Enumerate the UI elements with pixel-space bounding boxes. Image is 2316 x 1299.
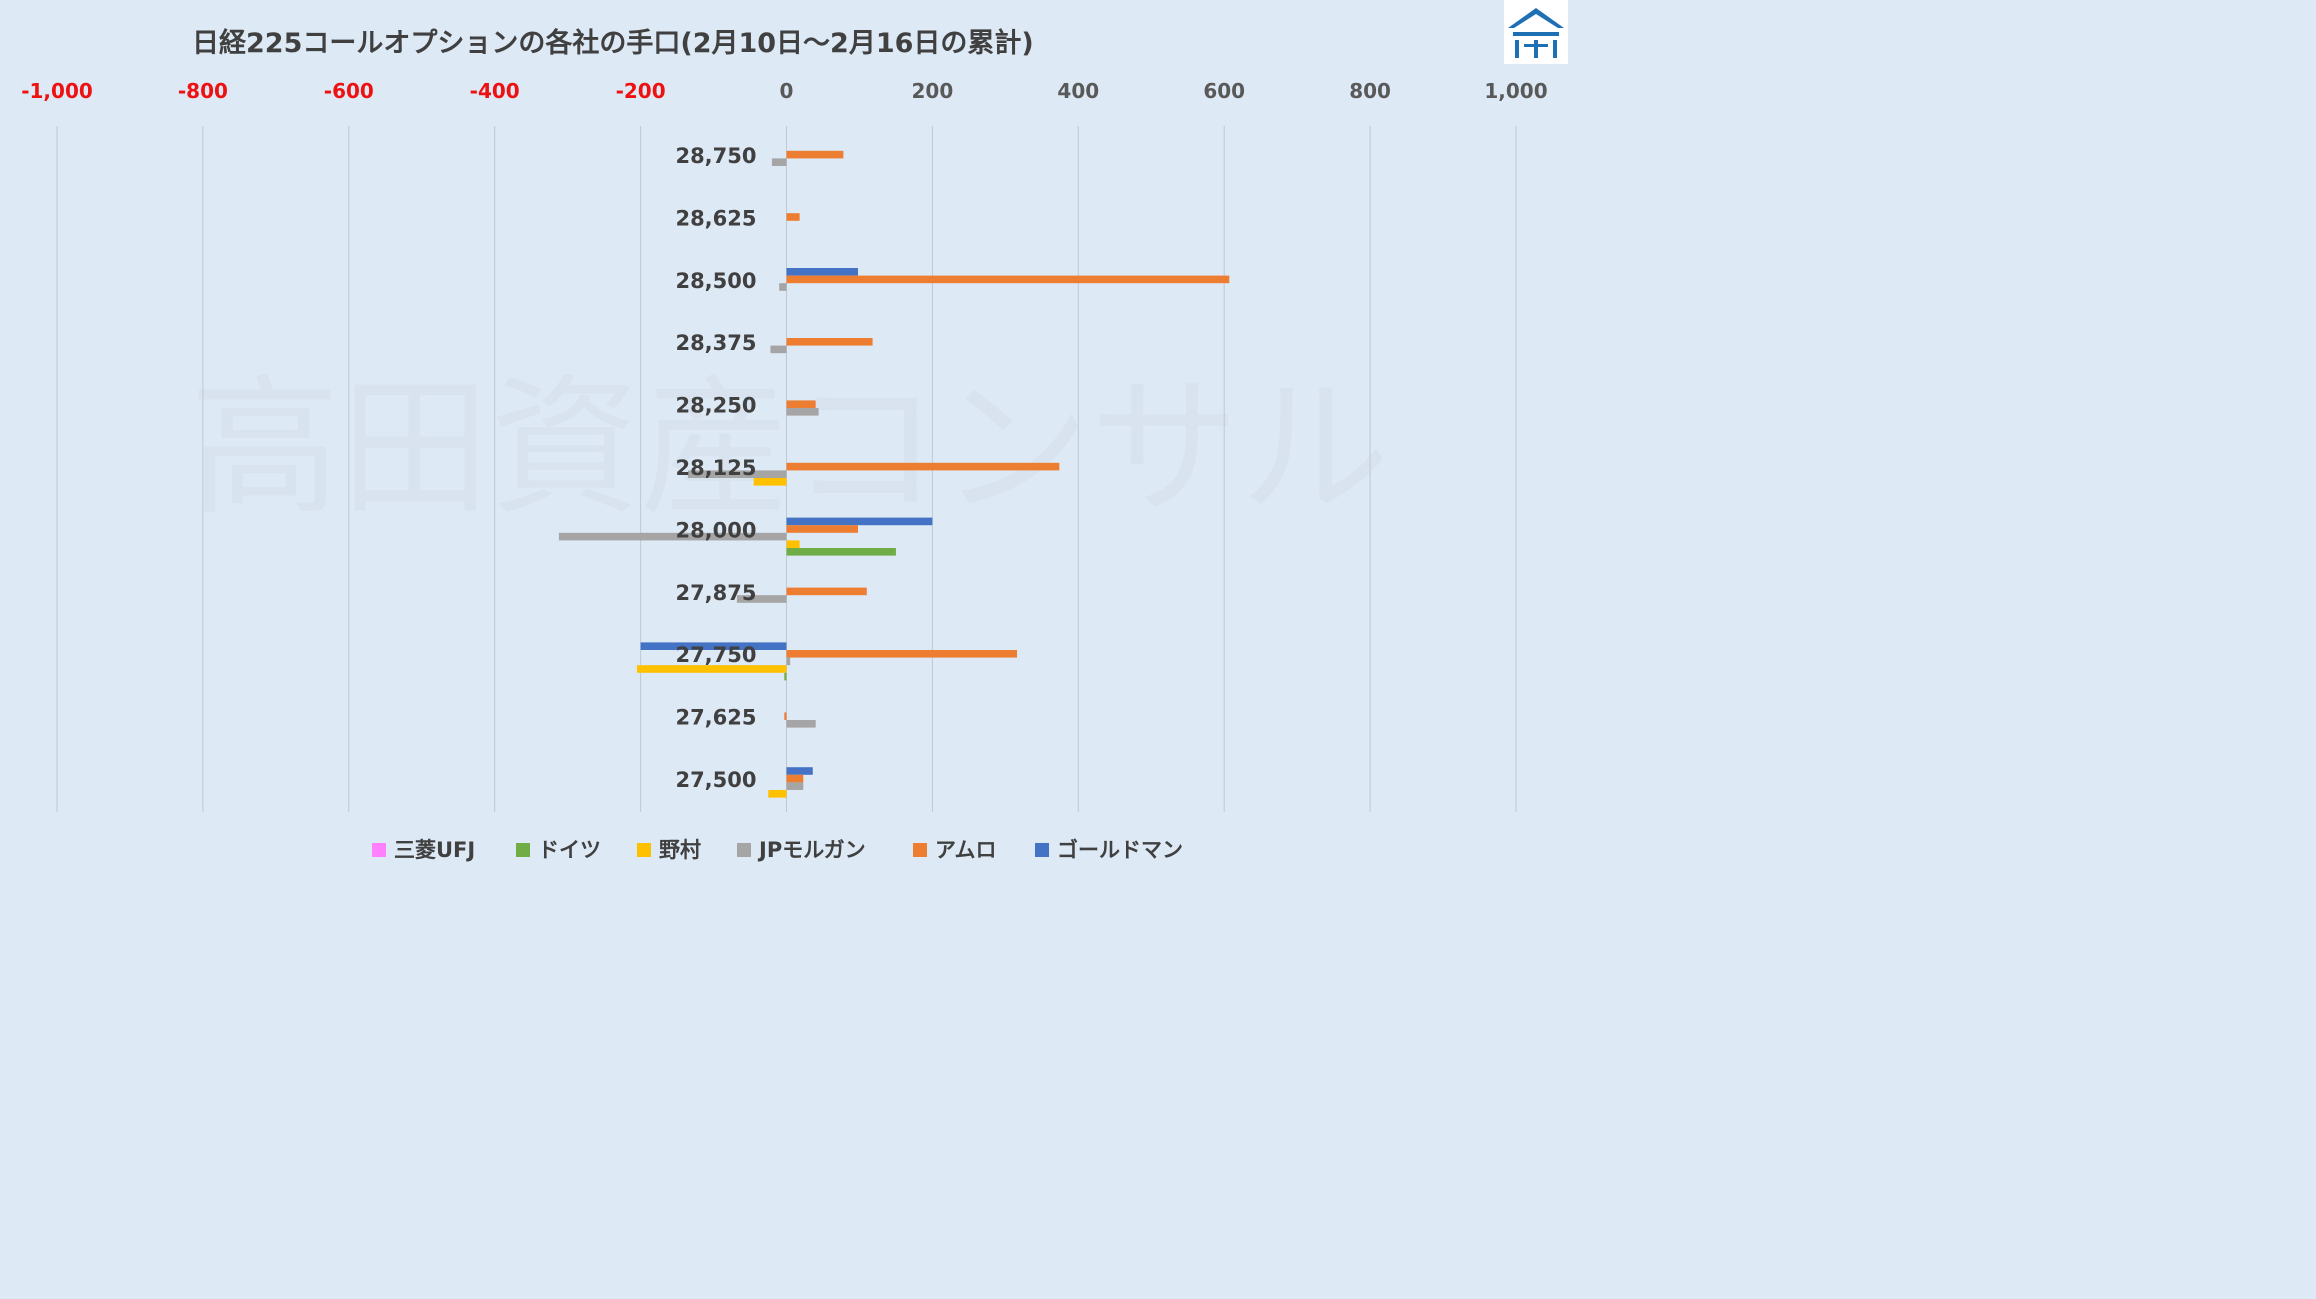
x-tick-label: -400 bbox=[470, 79, 520, 103]
category-label: 27,750 bbox=[675, 643, 756, 667]
bar bbox=[688, 470, 787, 478]
legend-swatch bbox=[1035, 843, 1049, 857]
legend-label: ゴールドマン bbox=[1057, 838, 1183, 862]
bar bbox=[736, 595, 787, 603]
legend-swatch bbox=[913, 843, 927, 857]
bar bbox=[786, 408, 819, 416]
x-tick-label: 200 bbox=[912, 79, 954, 103]
bar bbox=[786, 720, 816, 728]
bar bbox=[786, 587, 867, 596]
logo bbox=[1504, 0, 1568, 64]
bar bbox=[640, 642, 787, 650]
legend-item: 野村 bbox=[637, 838, 701, 862]
legend-swatch bbox=[737, 843, 751, 857]
bar bbox=[786, 462, 1060, 471]
bar bbox=[636, 665, 787, 673]
category-label: 28,125 bbox=[675, 456, 756, 480]
bar bbox=[770, 345, 787, 354]
legend-label: 三菱UFJ bbox=[394, 838, 475, 862]
bar bbox=[786, 657, 791, 666]
bar bbox=[786, 150, 844, 159]
legend-label: ドイツ bbox=[538, 838, 601, 862]
category-label: 28,500 bbox=[675, 269, 756, 293]
chart-canvas: 日経225コールオプションの各社の手口(2月10日～2月16日の累計) 高田資産… bbox=[21, 0, 1568, 862]
x-tick-label: -200 bbox=[616, 79, 666, 103]
x-tick-label: -600 bbox=[324, 79, 374, 103]
legend-swatch bbox=[372, 843, 386, 857]
bar bbox=[786, 517, 933, 526]
category-label: 28,750 bbox=[675, 144, 756, 168]
bars bbox=[558, 150, 1230, 798]
bar bbox=[558, 532, 787, 541]
bar bbox=[786, 650, 1018, 658]
legend-swatch bbox=[516, 843, 530, 857]
legend-item: JPモルガン bbox=[737, 838, 866, 862]
bar bbox=[786, 774, 804, 783]
bar bbox=[786, 548, 896, 556]
legend-item: ゴールドマン bbox=[1035, 838, 1183, 862]
x-tick-label: 400 bbox=[1057, 79, 1099, 103]
x-tick-label: -800 bbox=[178, 79, 228, 103]
chart-title: 日経225コールオプションの各社の手口(2月10日～2月16日の累計) bbox=[192, 27, 1034, 59]
x-tick-label: -1,000 bbox=[21, 79, 93, 103]
bar bbox=[771, 158, 787, 166]
category-label: 28,000 bbox=[675, 518, 756, 542]
bar bbox=[786, 782, 804, 790]
legend-item: 三菱UFJ bbox=[372, 838, 475, 862]
watermark-text: 高田資産コンサル bbox=[190, 362, 1390, 536]
category-label: 27,875 bbox=[675, 581, 756, 605]
bar bbox=[786, 400, 816, 408]
bar bbox=[786, 525, 858, 533]
legend-label: JPモルガン bbox=[757, 838, 866, 862]
legend: 三菱UFJ ドイツ 野村 JPモルガン アムロ ゴールドマン bbox=[372, 838, 1183, 862]
category-label: 27,500 bbox=[675, 768, 756, 792]
legend-swatch bbox=[637, 843, 651, 857]
x-tick-labels: -1,000 -800 -600 -400 -200 0 200 400 600 800 1,000 bbox=[21, 79, 1547, 103]
category-label: 28,250 bbox=[675, 394, 756, 418]
legend-label: 野村 bbox=[659, 838, 701, 862]
bar bbox=[786, 767, 813, 775]
bar bbox=[786, 275, 1230, 284]
x-tick-label: 0 bbox=[780, 79, 794, 103]
legend-item: アムロ bbox=[913, 838, 997, 862]
bar bbox=[786, 540, 800, 548]
bar bbox=[786, 268, 858, 276]
x-tick-label: 1,000 bbox=[1484, 79, 1547, 103]
bar bbox=[786, 338, 873, 346]
bar bbox=[779, 283, 787, 291]
category-label: 28,625 bbox=[675, 206, 756, 230]
bar bbox=[753, 478, 787, 486]
bar bbox=[784, 712, 787, 720]
legend-item: ドイツ bbox=[516, 838, 601, 862]
category-label: 28,375 bbox=[675, 331, 756, 355]
bar bbox=[784, 672, 787, 681]
bar bbox=[768, 790, 787, 798]
gridlines bbox=[56, 126, 1517, 812]
x-tick-label: 800 bbox=[1349, 79, 1391, 103]
category-labels: 28,750 28,625 28,500 28,375 28,250 28,125 28,0… bbox=[675, 144, 756, 792]
bar bbox=[786, 213, 800, 221]
legend-label: アムロ bbox=[935, 838, 997, 862]
x-tick-label: 600 bbox=[1203, 79, 1245, 103]
category-label: 27,625 bbox=[675, 706, 756, 730]
